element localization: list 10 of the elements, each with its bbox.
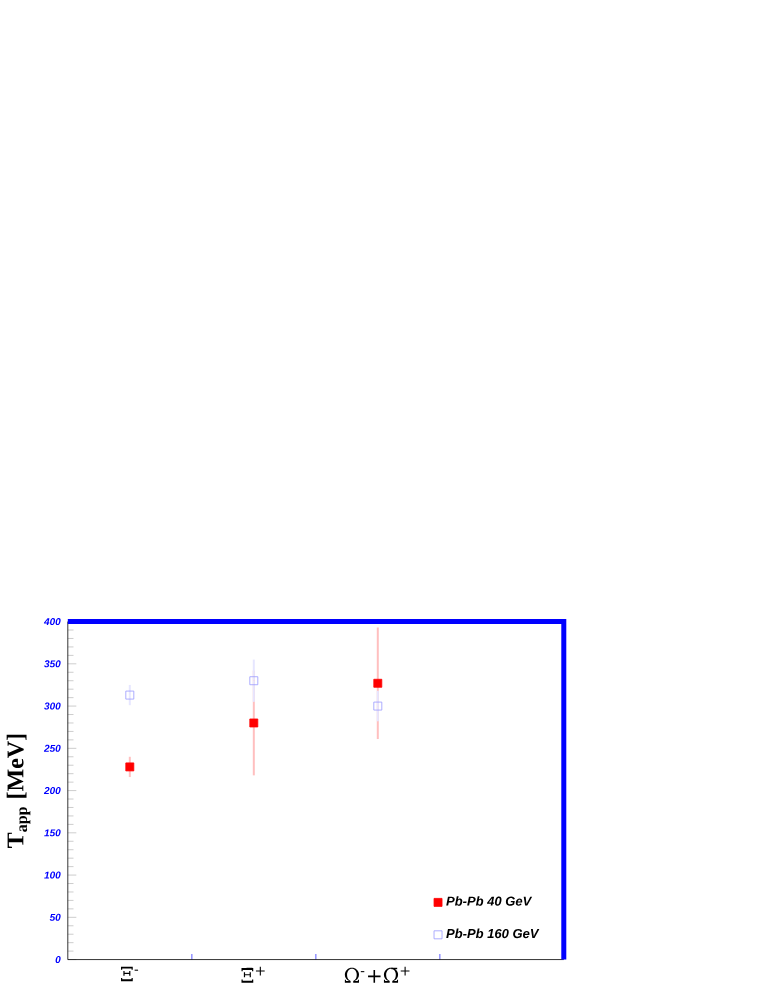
y-axis-title: T$_{app}$ [MeV] — [6, 734, 31, 848]
point — [125, 762, 135, 772]
x-tick-label: Ξ$^{-}$ — [120, 966, 138, 982]
point — [373, 678, 383, 688]
x-tick-label: Ξ̄$^{+}$ — [241, 966, 265, 983]
point — [249, 676, 259, 686]
point — [125, 690, 135, 700]
point — [249, 718, 259, 728]
x-tick-label: Ω$^{-}$+Ω̄$^{+}$ — [344, 966, 410, 983]
point — [373, 701, 383, 711]
